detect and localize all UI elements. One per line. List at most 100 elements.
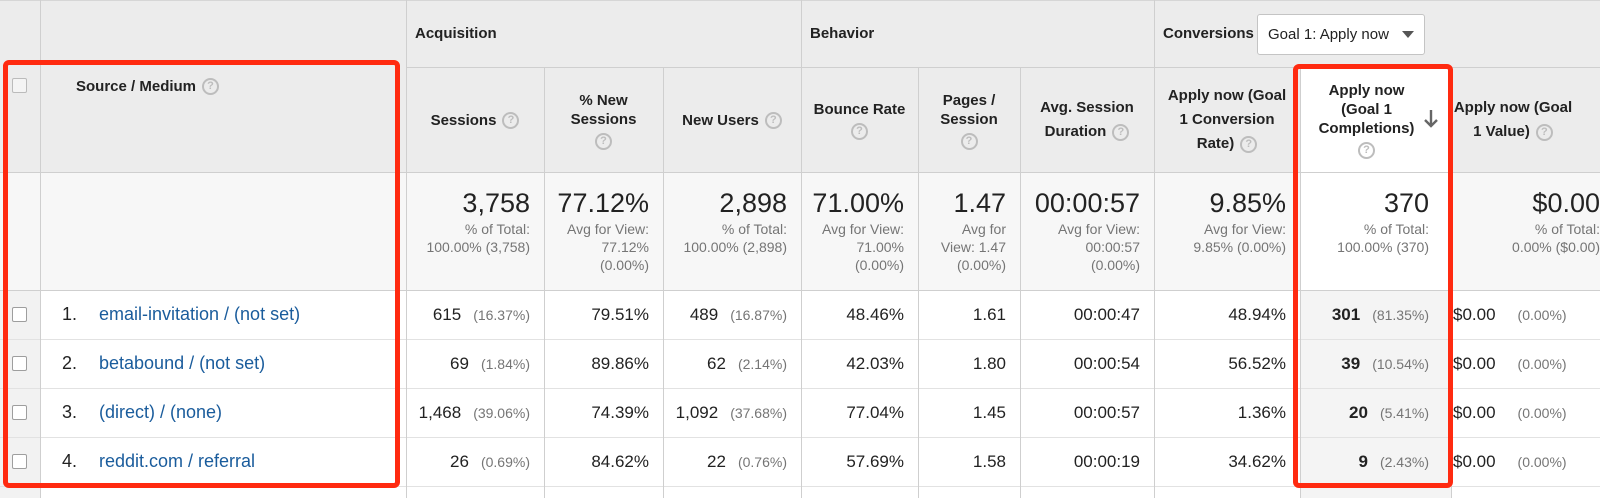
sort-descending-icon[interactable] bbox=[1423, 108, 1439, 130]
cell-completions: 39 (10.54%) bbox=[1300, 339, 1451, 388]
cell-pages-value: 1.45 bbox=[972, 402, 1006, 422]
cell-bounce: 77.04% bbox=[801, 388, 918, 437]
table-row[interactable]: 2. betabound / (not set) 69 (1.84%) 89.86% 62… bbox=[0, 339, 1600, 388]
cell-completions-share: (5.41%) bbox=[1379, 404, 1429, 421]
help-icon[interactable]: ? bbox=[1112, 123, 1130, 141]
conv-rate-header-label: Apply now (Goal 1 Conversion Rate) bbox=[1167, 87, 1287, 152]
total-conv-rate-caption: Avg for View: bbox=[1204, 221, 1286, 237]
row-index: 1. bbox=[62, 304, 78, 324]
total-sessions: 3,758 % of Total: 100.00% (3,758) bbox=[406, 172, 544, 290]
row-checkbox[interactable] bbox=[12, 356, 27, 371]
cell-value: $0.00 (0.00%) bbox=[1451, 437, 1600, 486]
row-checkbox[interactable] bbox=[12, 307, 27, 322]
cell-duration-value: 00:00:57 bbox=[1073, 402, 1140, 422]
help-icon[interactable]: ? bbox=[502, 112, 520, 130]
cell-new-users: 489 (16.87%) bbox=[663, 290, 801, 339]
cell-value-value: $0.00 bbox=[1453, 402, 1496, 422]
group-behavior-label: Behavior bbox=[810, 25, 875, 42]
total-bounce-rate: 71.00% Avg for View: 71.00% (0.00%) bbox=[801, 172, 918, 290]
cell-sessions: 69 (1.84%) bbox=[406, 339, 544, 388]
total-pages-avg: View: 1.47 bbox=[940, 239, 1006, 255]
cell-sessions-value: 615 bbox=[432, 304, 462, 324]
cell-pages: 1.80 bbox=[918, 339, 1020, 388]
cell-completions-share: (10.54%) bbox=[1372, 355, 1429, 372]
cell-duration-value: 00:00:54 bbox=[1073, 353, 1140, 373]
source-medium-link[interactable]: (direct) / (none) bbox=[99, 402, 223, 422]
cell-sessions-value: 26 bbox=[450, 451, 469, 471]
source-medium-link[interactable]: reddit.com / referral bbox=[99, 451, 256, 471]
cell-completions: 301 (81.35%) bbox=[1300, 290, 1451, 339]
table-row[interactable]: 4. reddit.com / referral 26 (0.69%) 84.62% 22… bbox=[0, 437, 1600, 486]
cell-conv-rate: 1.36% bbox=[1154, 388, 1300, 437]
cell-pages-value: 1.61 bbox=[972, 304, 1006, 324]
help-icon[interactable]: ? bbox=[595, 132, 612, 150]
cell-sessions-value: 69 bbox=[450, 353, 469, 373]
column-header-pages-session[interactable]: Pages / Session? bbox=[918, 68, 1020, 172]
total-avg-session-duration: 00:00:57 Avg for View: 00:00:57 (0.00%) bbox=[1020, 172, 1154, 290]
total-conv-rate-avg: 9.85% (0.00%) bbox=[1193, 239, 1286, 255]
cell-new-users-value: 22 bbox=[707, 451, 726, 471]
cell-bounce: 57.69% bbox=[801, 437, 918, 486]
cell-value-value: $0.00 bbox=[1453, 451, 1496, 471]
column-header-avg-session-duration[interactable]: Avg. Session Duration? bbox=[1020, 68, 1154, 172]
help-icon[interactable]: ? bbox=[1240, 135, 1258, 153]
cell-conv-rate: 34.62% bbox=[1154, 437, 1300, 486]
cell-completions-value: 301 bbox=[1331, 304, 1361, 324]
help-icon[interactable]: ? bbox=[1358, 142, 1375, 159]
help-icon[interactable]: ? bbox=[1535, 123, 1553, 141]
column-header-new-users[interactable]: New Users? bbox=[663, 68, 801, 172]
row-index: 2. bbox=[62, 353, 78, 373]
total-pct-new-avg: 77.12% bbox=[601, 239, 649, 255]
cell-new-users-value: 62 bbox=[707, 353, 726, 373]
column-header-value[interactable]: Apply now (Goal 1 Value)? bbox=[1451, 68, 1600, 172]
cell-duration-value: 00:00:19 bbox=[1073, 451, 1140, 471]
cell-value-value: $0.00 bbox=[1453, 304, 1496, 324]
total-pages-session: 1.47 Avg for View: 1.47 (0.00%) bbox=[918, 172, 1020, 290]
column-header-completions[interactable]: Apply now (Goal 1 Completions)? bbox=[1300, 68, 1451, 172]
column-header-source-medium[interactable]: Source / Medium? bbox=[76, 76, 220, 96]
avg-session-duration-header-label: Avg. Session Duration bbox=[1040, 99, 1134, 140]
column-header-sessions[interactable]: Sessions? bbox=[406, 68, 544, 172]
total-value-share: 0.00% ($0.00) bbox=[1512, 239, 1600, 255]
table-row[interactable]: 3. (direct) / (none) 1,468 (39.06%) 74.39% 1,… bbox=[0, 388, 1600, 437]
group-acquisition-label: Acquisition bbox=[415, 25, 497, 42]
column-header-conv-rate[interactable]: Apply now (Goal 1 Conversion Rate)? bbox=[1154, 68, 1300, 172]
column-header-bounce-rate[interactable]: Bounce Rate? bbox=[801, 68, 918, 172]
total-sessions-caption: % of Total: bbox=[464, 221, 530, 237]
cell-pages: 1.58 bbox=[918, 437, 1020, 486]
total-pct-new-sessions: 77.12% Avg for View: 77.12% (0.00%) bbox=[544, 172, 663, 290]
help-icon[interactable]: ? bbox=[851, 123, 868, 140]
cell-bounce-value: 77.04% bbox=[846, 402, 904, 422]
cell-duration: 00:00:57 bbox=[1020, 388, 1154, 437]
cell-sessions: 26 (0.69%) bbox=[406, 437, 544, 486]
cell-value-share: (0.00%) bbox=[1517, 453, 1567, 470]
column-header-pct-new-sessions[interactable]: % New Sessions? bbox=[544, 68, 663, 172]
help-icon[interactable]: ? bbox=[764, 112, 782, 130]
cell-completions: 20 (5.41%) bbox=[1300, 388, 1451, 437]
total-bounce-caption: Avg for View: bbox=[822, 221, 904, 237]
pages-session-header-label: Pages / Session bbox=[940, 91, 998, 128]
cell-completions-value: 20 bbox=[1349, 402, 1368, 422]
row-checkbox[interactable] bbox=[12, 454, 27, 469]
cell-pages-value: 1.58 bbox=[972, 451, 1006, 471]
total-pct-new-delta: (0.00%) bbox=[599, 257, 649, 273]
table-row[interactable]: 1. email-invitation / (not set) 615 (16.37%… bbox=[0, 290, 1600, 339]
row-checkbox[interactable] bbox=[12, 405, 27, 420]
group-behavior: Behavior bbox=[801, 0, 1154, 67]
goal-select-value: Goal 1: Apply now bbox=[1268, 26, 1389, 43]
goal-select-dropdown[interactable]: Goal 1: Apply now bbox=[1257, 14, 1425, 55]
help-icon[interactable]: ? bbox=[202, 77, 220, 95]
cell-completions-share: (2.43%) bbox=[1379, 453, 1429, 470]
cell-new-users: 22 (0.76%) bbox=[663, 437, 801, 486]
source-medium-link[interactable]: email-invitation / (not set) bbox=[99, 304, 301, 324]
total-bounce-delta: (0.00%) bbox=[854, 257, 904, 273]
total-bounce-value: 71.00% bbox=[812, 188, 904, 218]
help-icon[interactable]: ? bbox=[960, 132, 978, 150]
cell-pct-new-value: 79.51% bbox=[591, 304, 649, 324]
total-duration-delta: (0.00%) bbox=[1090, 257, 1140, 273]
select-all-checkbox[interactable] bbox=[12, 78, 27, 93]
cell-conv-rate-value: 48.94% bbox=[1228, 304, 1286, 324]
cell-pct-new-value: 74.39% bbox=[591, 402, 649, 422]
row-index: 4. bbox=[62, 451, 78, 471]
source-medium-link[interactable]: betabound / (not set) bbox=[99, 353, 266, 373]
